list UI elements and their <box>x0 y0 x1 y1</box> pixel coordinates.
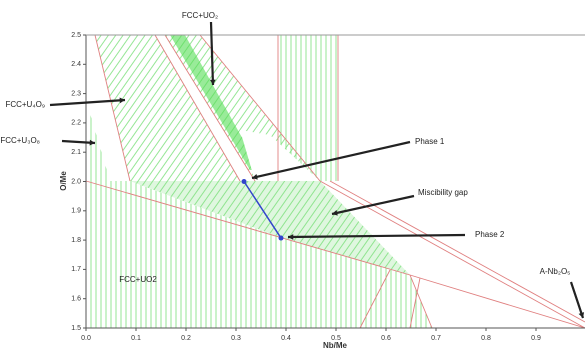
arrow-head <box>288 234 294 240</box>
arrow <box>287 233 466 239</box>
x-axis-label: Nb/Me <box>323 341 348 350</box>
region <box>170 35 260 170</box>
y-axis-label: O/Me <box>59 171 68 191</box>
y-tick-label: 1.6 <box>71 296 81 303</box>
arrow <box>331 194 415 216</box>
y-tick-label: 2.2 <box>71 120 81 127</box>
annotation: Phase 1 <box>415 137 445 146</box>
arrow-head <box>89 139 95 146</box>
annotation: FCC+UO2 <box>119 275 157 284</box>
arrow <box>569 281 585 319</box>
tie-line <box>243 181 282 239</box>
arrow <box>61 139 96 145</box>
y-tick-label: 1.7 <box>71 266 81 273</box>
arrow-head <box>119 97 125 104</box>
region <box>130 181 410 275</box>
annotation: FCC+UO₂ <box>182 11 218 20</box>
arrow-head <box>332 210 338 216</box>
phase-regions <box>86 35 432 328</box>
y-tick-label: 1.5 <box>71 325 81 332</box>
arrow-head <box>578 312 585 318</box>
arrow <box>209 21 215 86</box>
annotation: FCC+U₄O₉ <box>5 100 45 109</box>
x-tick-label: 0.7 <box>431 335 441 342</box>
y-tick-label: 2.1 <box>71 149 81 156</box>
y-tick-label: 2.0 <box>71 178 81 185</box>
y-tick-label: 2.3 <box>71 90 81 97</box>
x-tick-label: 0.8 <box>481 335 491 342</box>
x-tick-label: 0.1 <box>131 335 141 342</box>
arrow-head <box>252 174 258 180</box>
annotation: Miscibility gap <box>418 188 468 197</box>
arrow <box>49 98 126 107</box>
region <box>95 35 240 181</box>
annotation: Phase 2 <box>475 230 505 239</box>
region <box>86 181 432 328</box>
annotation: FCC+U₃O₈ <box>0 136 40 145</box>
x-tick-label: 0.6 <box>381 335 391 342</box>
x-tick-label: 0.5 <box>331 335 341 342</box>
tie-point <box>278 235 284 241</box>
arrow-head <box>209 79 216 85</box>
tie-point <box>241 179 247 184</box>
phase-boundaries <box>85 34 585 329</box>
y-tick-label: 2.4 <box>71 61 81 68</box>
y-tick-label: 1.9 <box>71 208 81 215</box>
y-tick-label: 1.8 <box>71 237 81 244</box>
x-tick-label: 0.2 <box>181 335 191 342</box>
region <box>240 130 320 181</box>
x-tick-label: 0.0 <box>81 335 91 342</box>
arrow <box>251 140 411 180</box>
annotation: A-Nb₂O₅ <box>540 267 571 276</box>
y-tick-label: 2.5 <box>71 32 81 39</box>
x-tick-label: 0.9 <box>531 335 541 342</box>
x-tick-label: 0.4 <box>281 335 291 342</box>
region <box>278 35 338 181</box>
region <box>86 100 110 181</box>
x-tick-label: 0.3 <box>231 335 241 342</box>
